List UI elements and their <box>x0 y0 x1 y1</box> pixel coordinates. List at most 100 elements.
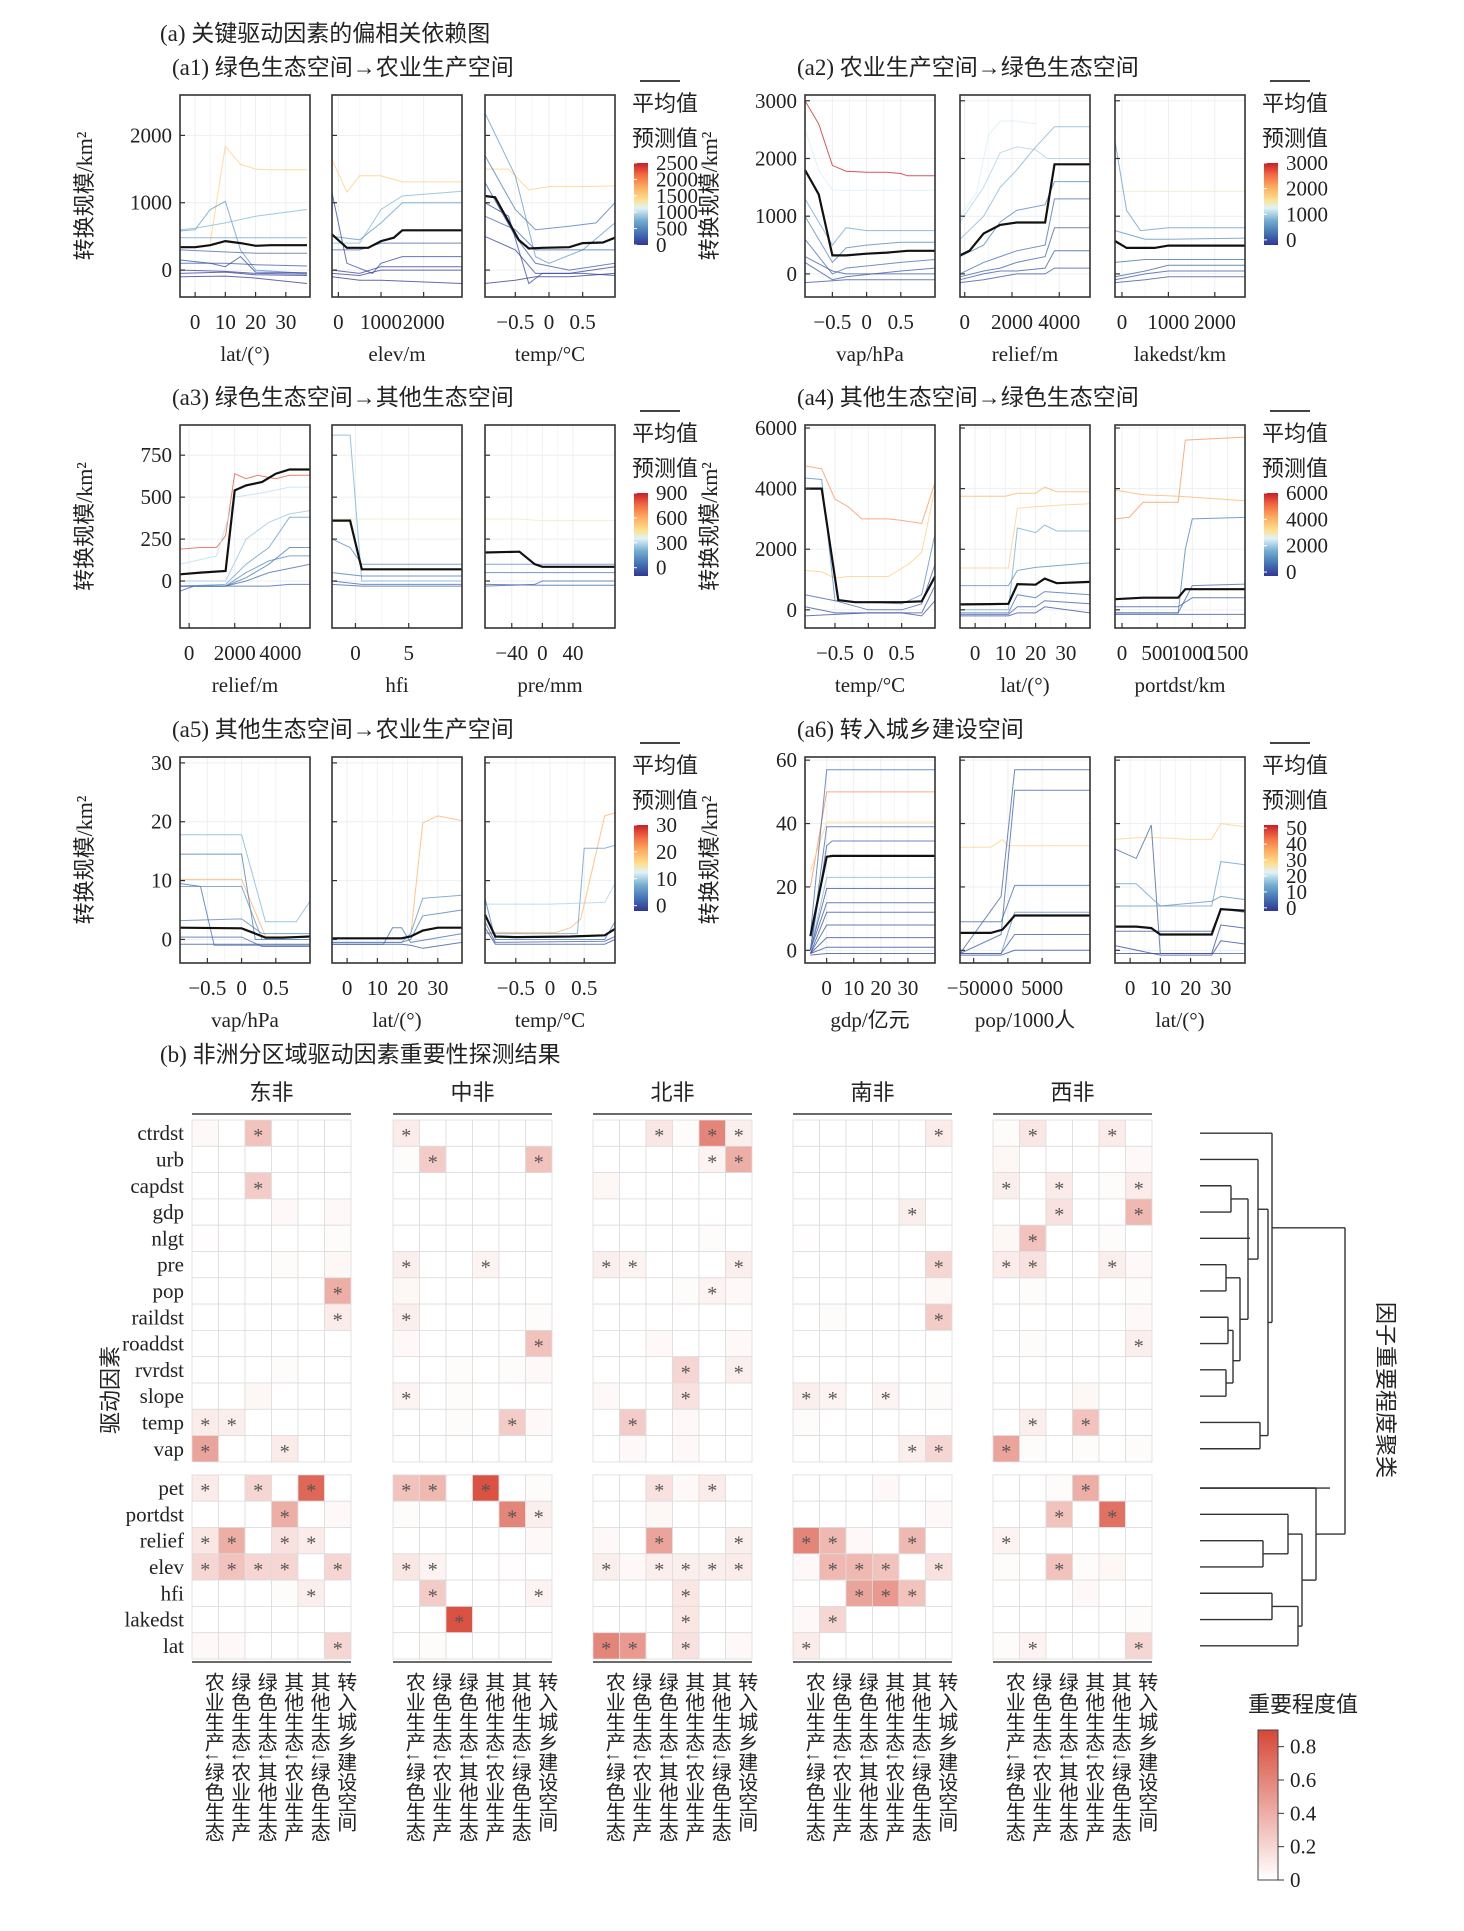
heatmap-cell <box>992 1251 1020 1279</box>
prediction-line <box>1115 583 1246 614</box>
heatmap-cell <box>191 1382 219 1410</box>
heatmap-cell <box>1098 1356 1126 1384</box>
heatmap-cell <box>218 1198 246 1226</box>
heatmap-cell <box>725 1474 753 1502</box>
colorbar-tick-label: 0 <box>656 894 667 918</box>
x-tick-label: 1000 <box>360 310 402 334</box>
heatmap-cell <box>419 1251 447 1279</box>
heatmap-cell <box>619 1303 647 1331</box>
heatmap-cell <box>244 1198 272 1226</box>
heatmap-cell <box>672 1172 700 1200</box>
heatmap-cell <box>792 1224 820 1252</box>
heatmap-cell <box>1072 1606 1100 1634</box>
row-label: nlgt <box>151 1226 184 1250</box>
heatmap-cell <box>819 1632 847 1660</box>
x-tick-label: 0 <box>821 976 832 1000</box>
colorbar-tick-label: 1000 <box>656 200 698 224</box>
significance-star: * <box>1001 1533 1011 1555</box>
y-tick-label: 0 <box>787 598 798 622</box>
mean-legend-label: 平均值 <box>632 753 698 778</box>
heatmap-cell <box>792 1330 820 1358</box>
heatmap-cell <box>792 1408 820 1437</box>
region-2: 中非 * * * * * * * * * * * * * * * * * * * 农业生产↓绿色生态 绿色生态↓农业生产绿… <box>392 1080 558 1842</box>
heatmap-cell <box>191 1198 219 1226</box>
prediction-line <box>1114 270 1245 281</box>
heatmap-cell <box>244 1119 272 1147</box>
prediction-line <box>959 120 1036 217</box>
heatmap-cell <box>872 1277 900 1305</box>
colorbar <box>1264 825 1278 911</box>
heatmap-cell <box>392 1435 420 1463</box>
heatmap-cell <box>592 1632 620 1660</box>
heatmap-cell <box>419 1330 447 1358</box>
heatmap-cell <box>445 1330 473 1358</box>
y-tick-label: 30 <box>151 751 172 775</box>
heatmap-cell <box>672 1500 700 1528</box>
heatmap-cell <box>619 1382 647 1410</box>
mean-line <box>809 854 935 937</box>
heatmap-cell <box>992 1553 1020 1581</box>
heatmap-cell <box>1072 1172 1100 1200</box>
prediction-line <box>332 434 462 582</box>
x-tick-label: 0.5 <box>571 976 597 1000</box>
colorbar-tick-label: 40 <box>1286 832 1307 856</box>
heatmap-cell <box>1072 1224 1100 1252</box>
heatmap-cell <box>1072 1632 1100 1660</box>
significance-star: * <box>1054 1204 1064 1226</box>
heatmap-cell <box>244 1172 272 1200</box>
heatmap-cell <box>1125 1119 1153 1147</box>
heatmap-cell <box>1072 1527 1100 1555</box>
panel-frame <box>179 94 311 298</box>
region-name: 中非 <box>450 1080 494 1105</box>
heatmap-cell <box>992 1500 1020 1528</box>
heatmap-cell <box>698 1632 726 1660</box>
significance-star: * <box>628 1414 638 1436</box>
region-name: 东非 <box>249 1080 293 1105</box>
heatmap-cell <box>324 1356 352 1384</box>
heatmap-cell <box>698 1356 726 1384</box>
heatmap-cell <box>297 1251 325 1279</box>
heatmap-cell <box>992 1303 1020 1331</box>
x-tick-label: 20 <box>245 310 266 334</box>
colorbar-tick-label: 900 <box>656 481 688 505</box>
heatmap-cell <box>592 1527 620 1555</box>
heatmap-cell <box>1125 1474 1153 1502</box>
heatmap-cell <box>792 1277 820 1305</box>
significance-star: * <box>507 1506 517 1528</box>
heatmap-cell <box>725 1632 753 1660</box>
significance-star: * <box>401 1559 411 1581</box>
prediction-line <box>179 275 308 284</box>
heatmap-cell <box>498 1632 526 1660</box>
heatmap-cell <box>392 1408 420 1437</box>
heatmap-cell <box>592 1145 620 1174</box>
heatmap-cell <box>525 1435 553 1463</box>
heatmap-cell <box>1125 1382 1153 1410</box>
heatmap-cell <box>324 1500 352 1528</box>
heatmap-cell <box>1045 1474 1073 1502</box>
x-axis-label: pre/mm <box>517 673 582 697</box>
significance-star: * <box>428 1559 438 1581</box>
heatmap-cell <box>672 1382 700 1410</box>
heatmap-cell <box>672 1145 700 1174</box>
x-tick-label: 10 <box>843 976 864 1000</box>
heatmap-cell <box>525 1500 553 1528</box>
heatmap-cell <box>218 1119 246 1147</box>
x-tick-label: 40 <box>562 641 583 665</box>
significance-star: * <box>534 1336 544 1358</box>
significance-star: * <box>934 1257 944 1279</box>
significance-star: * <box>200 1414 210 1436</box>
heatmap-cell <box>1125 1408 1153 1437</box>
heatmap-cell <box>472 1606 500 1634</box>
heatmap-cell <box>819 1277 847 1305</box>
heatmap-cell <box>1125 1500 1153 1528</box>
significance-star: * <box>401 1309 411 1331</box>
prediction-line <box>179 200 308 274</box>
mean-line <box>959 577 1091 606</box>
significance-star: * <box>280 1441 290 1463</box>
heatmap-cell <box>845 1119 873 1147</box>
heatmap-cell <box>619 1435 647 1463</box>
heatmap-cell <box>872 1224 900 1252</box>
significance-star: * <box>1054 1178 1064 1200</box>
heatmap-cell <box>498 1145 526 1174</box>
heatmap-cell <box>498 1382 526 1410</box>
